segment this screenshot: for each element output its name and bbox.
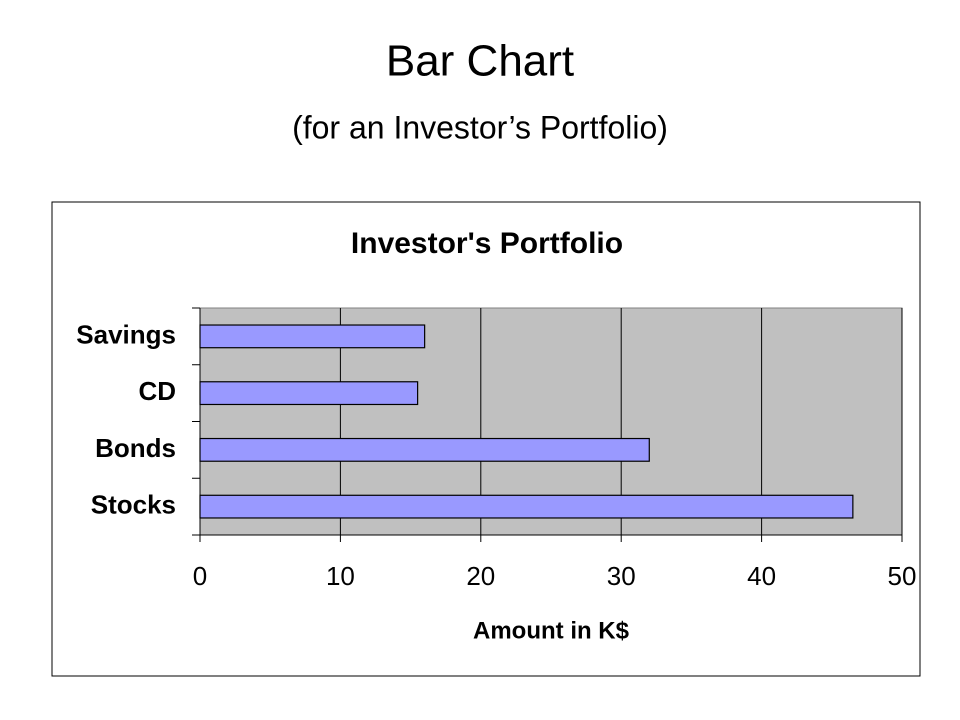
y-tick-label: Stocks — [91, 490, 176, 520]
bar — [199, 494, 854, 519]
y-tick-label: CD — [138, 376, 176, 406]
slide-subtitle: (for an Investor’s Portfolio) — [292, 109, 668, 145]
bar — [199, 381, 419, 406]
chart-title: Investor's Portfolio — [351, 227, 623, 260]
slide-title: Bar Chart — [386, 37, 574, 86]
y-tick-label: Savings — [76, 319, 176, 349]
bar — [199, 324, 426, 349]
x-tick-label: 30 — [607, 561, 636, 591]
bar — [199, 437, 650, 462]
x-tick-label: 20 — [466, 561, 495, 591]
x-axis-label: Amount in K$ — [473, 617, 630, 644]
x-tick-label: 0 — [193, 561, 207, 591]
y-tick-label: Bonds — [95, 433, 176, 463]
x-tick-label: 40 — [747, 561, 776, 591]
x-tick-label: 50 — [888, 561, 917, 591]
x-tick-label: 10 — [326, 561, 355, 591]
